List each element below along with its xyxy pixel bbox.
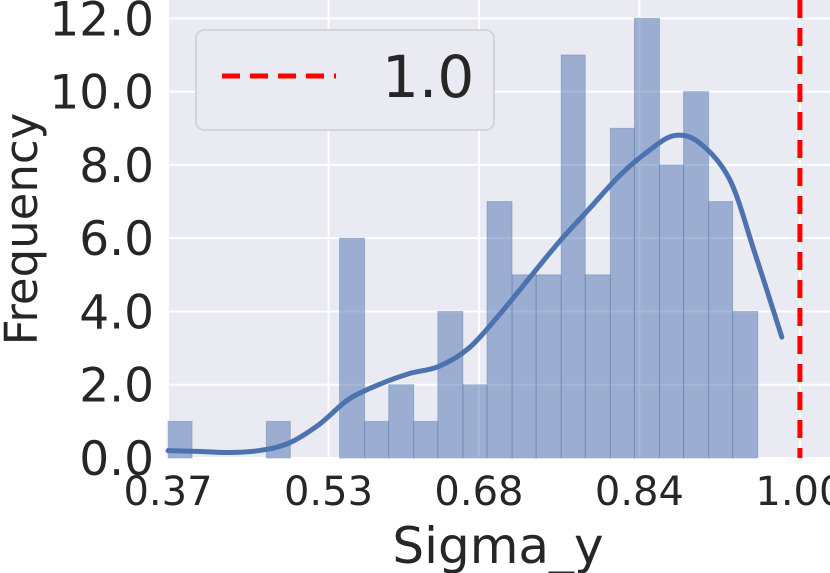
x-tick-label: 0.37 [123,469,212,515]
histogram-bar [486,201,513,459]
y-axis-ticks: 0.0 2.0 4.0 6.0 8.0 10.0 12.0 [49,0,154,487]
histogram-bar [609,127,635,459]
histogram-bar [511,274,537,459]
x-tick-label: 0.84 [595,469,684,515]
y-tick-label: 10.0 [49,66,154,121]
histogram-bar [364,420,390,459]
y-tick-label: 8.0 [79,139,154,194]
kde-curve [165,132,785,456]
histogram-bar [708,201,734,459]
x-tick-label: 0.68 [434,469,523,515]
histogram-bar [413,420,439,459]
histogram-bar [683,91,710,459]
y-tick-label: 2.0 [79,359,154,414]
legend-box [195,29,495,131]
histogram-bar [633,17,660,459]
histogram-bar [584,274,611,459]
y-tick-label: 12.0 [49,0,154,47]
x-tick-label: 0.53 [284,469,373,515]
x-axis-ticks: 0.37 0.53 0.68 0.84 1.00 [123,469,830,515]
histogram-bar [658,164,685,459]
histogram-bar [339,237,366,459]
y-axis-label: Frequency [0,113,48,345]
histogram-bar [437,310,464,459]
histogram-bar [462,384,488,459]
histogram-bar [732,310,759,459]
histogram-bar [265,420,291,459]
y-tick-label: 6.0 [79,212,154,267]
histogram-bar [388,384,415,459]
legend: 1.0 [195,29,495,131]
y-tick-label: 0.0 [79,432,154,487]
histogram-bar [535,274,562,459]
x-axis-label: Sigma_y [392,517,603,573]
histogram-bars [167,17,759,459]
legend-label: 1.0 [382,43,474,111]
histogram-bar [560,54,586,459]
x-tick-label: 1.00 [755,469,830,515]
y-tick-label: 4.0 [79,285,154,340]
